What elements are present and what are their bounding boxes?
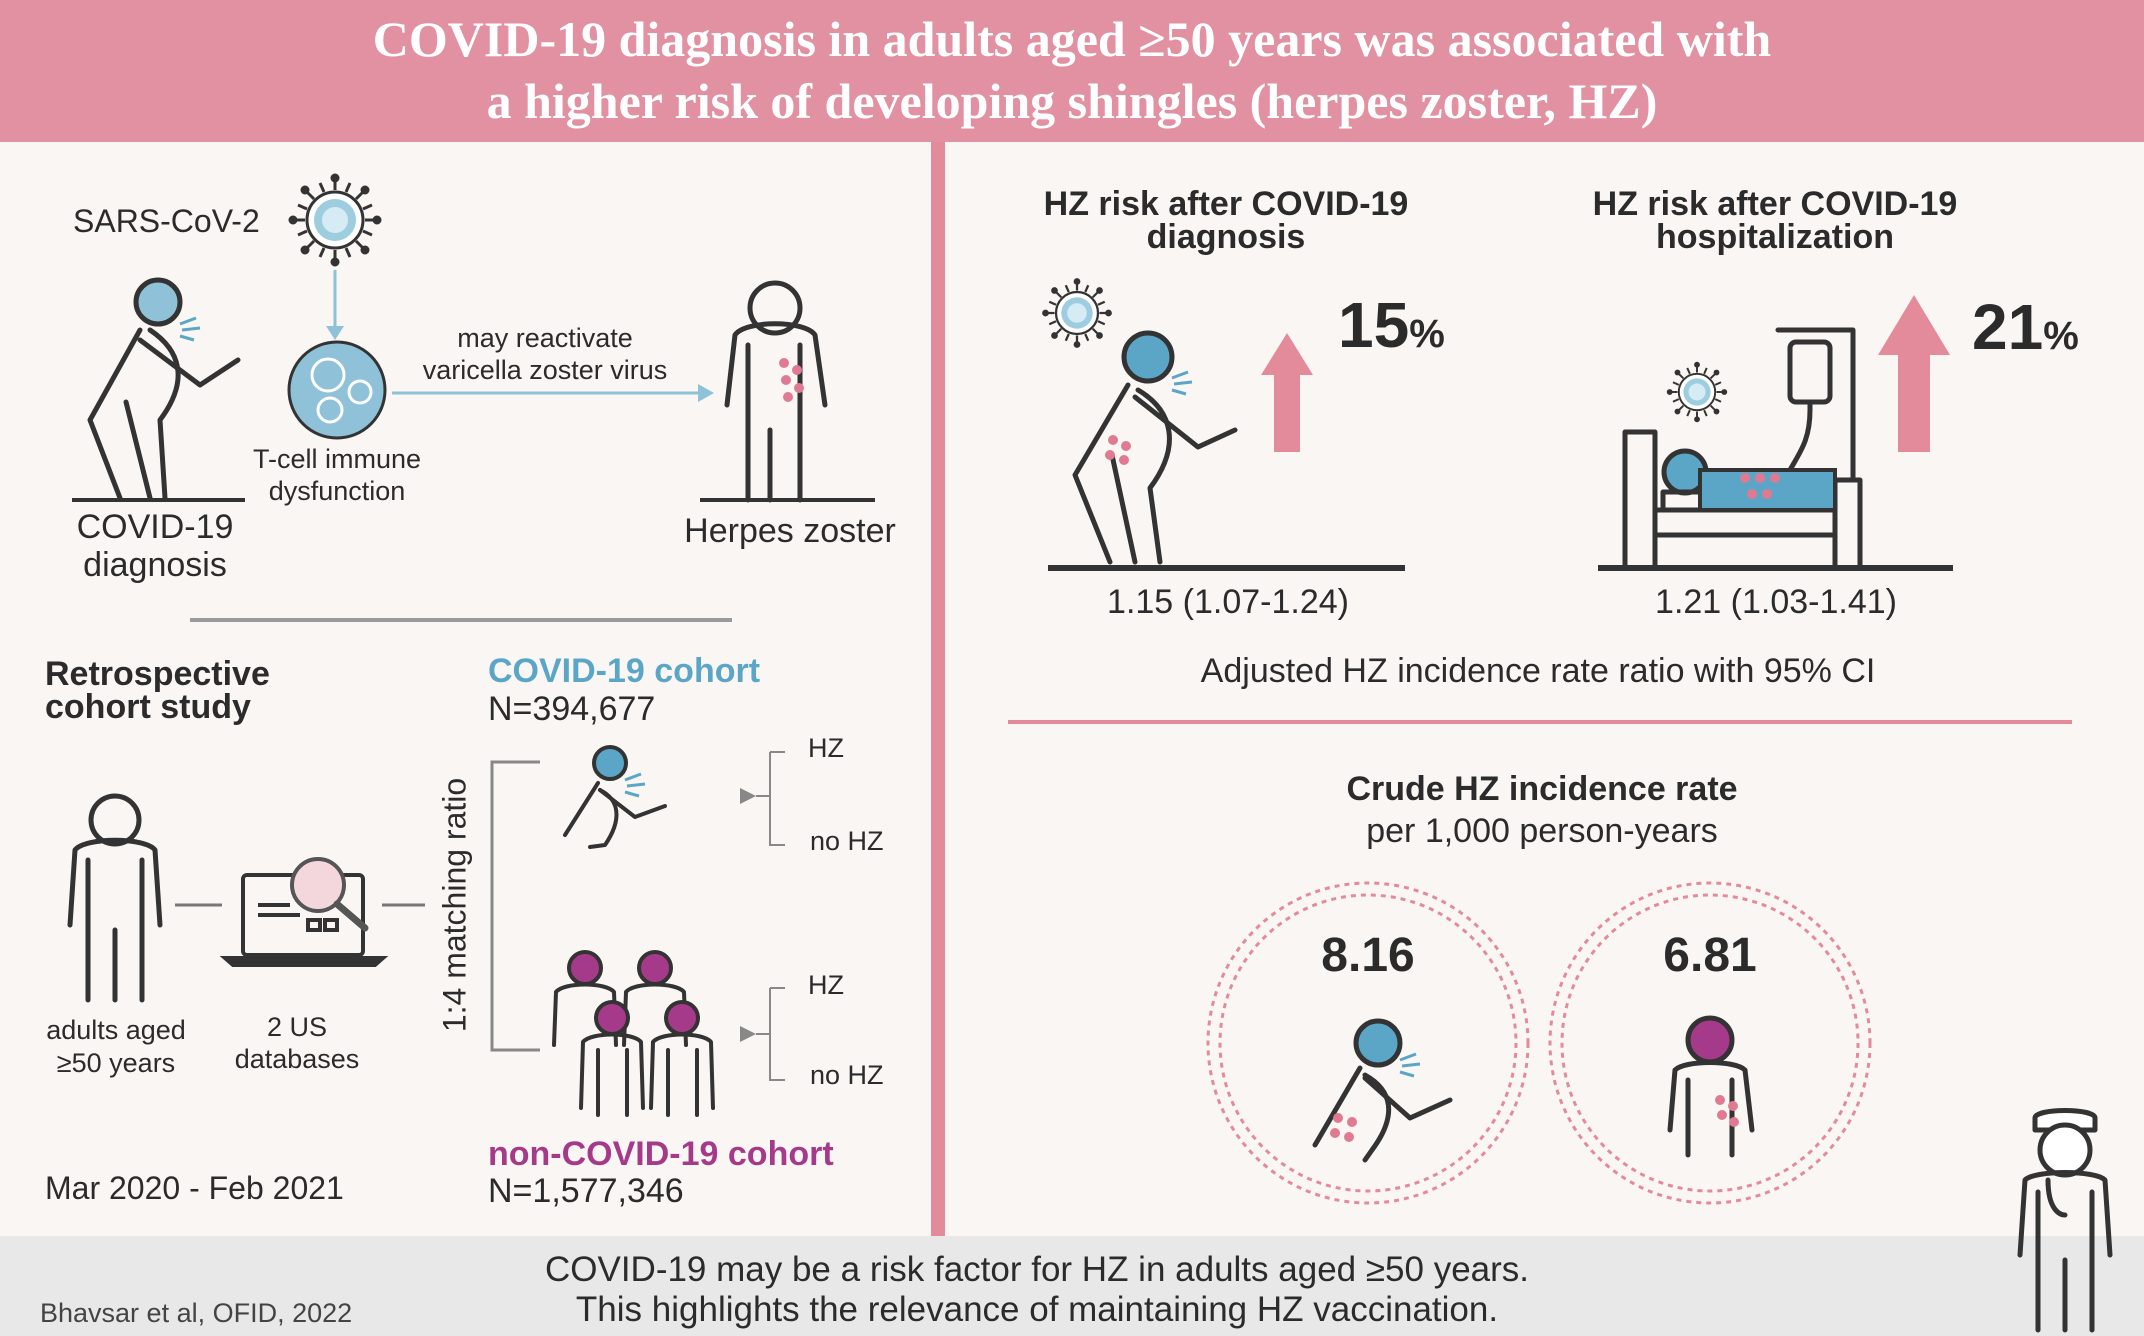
crude-subtitle: per 1,000 person-years (1366, 812, 1718, 850)
covid-cohort-person-icon (563, 745, 667, 849)
matching-ratio-label: 1:4 matching ratio (436, 777, 473, 1033)
covid-cohort-n: N=394,677 (488, 690, 656, 728)
covid-diagnosis-label-1: COVID-19 (76, 508, 234, 546)
study-period: Mar 2020 - Feb 2021 (45, 1170, 344, 1206)
databases-label-2: databases (234, 1044, 360, 1074)
noncovid-incidence-circle (1548, 881, 1872, 1205)
header-title-line-1: COVID-19 diagnosis in adults aged ≥50 ye… (372, 11, 1772, 67)
adults-label-1: adults aged (46, 1015, 186, 1045)
ci-caption: Adjusted HZ incidence rate ratio with 95… (1200, 652, 1876, 690)
citation: Bhavsar et al, OFID, 2022 (40, 1298, 353, 1328)
doctor-icon (2017, 1108, 2113, 1333)
hosp-ci: 1.21 (1.03-1.41) (1655, 583, 1897, 621)
databases-label-1: 2 US (266, 1012, 328, 1042)
hosp-risk-title-2: hospitalization (1656, 218, 1894, 256)
covid-person-rash-icon (1312, 1018, 1453, 1163)
noncovid-person-rash-icon (1667, 1015, 1755, 1158)
arrow-up-15-icon (1261, 333, 1313, 452)
noncovid-cohort-name: non-COVID-19 cohort (488, 1135, 834, 1173)
outcome-fork-covid (740, 751, 785, 846)
arrow-up-21-icon (1878, 295, 1950, 452)
study-title-2: cohort study (45, 688, 251, 726)
virus-icon-hospitalization (1666, 361, 1728, 423)
tcell-label-1: T-cell immune (252, 444, 422, 474)
magnifier-icon (290, 857, 369, 932)
diag-risk-percent: 15% (1338, 289, 1445, 361)
t-cell-icon (287, 340, 387, 440)
diag-risk-title-1: HZ risk after COVID-19 (1043, 185, 1409, 223)
header-title-line-2: a higher risk of developing shingles (he… (486, 73, 1658, 129)
hosp-risk-percent: 21% (1972, 291, 2079, 363)
adults-label-2: ≥50 years (56, 1048, 176, 1078)
rash-icon (779, 358, 804, 402)
vertical-divider (931, 142, 945, 1236)
conclusion-line-1: COVID-19 may be a risk factor for HZ in … (544, 1250, 1530, 1289)
covid-no-hz-outcome: no HZ (810, 826, 884, 856)
hospital-bed-icon (1622, 327, 1863, 568)
virus-label: SARS-CoV-2 (73, 203, 260, 239)
covid-incidence-circle (1206, 881, 1530, 1205)
noncovid-hz-outcome: HZ (808, 970, 844, 1000)
sars-cov-2-virus-icon (288, 173, 382, 267)
noncovid-no-hz-outcome: no HZ (810, 1060, 884, 1090)
noncovid-crude-value: 6.81 (1663, 929, 1757, 982)
covid-diagnosis-label-2: diagnosis (83, 546, 227, 584)
coughing-person-rash-icon (1072, 330, 1238, 565)
coughing-person-icon (87, 277, 241, 501)
covid-crude-value: 8.16 (1321, 929, 1415, 982)
hosp-risk-title-1: HZ risk after COVID-19 (1592, 185, 1958, 223)
footer-band (0, 1236, 2144, 1336)
outcome-fork-noncovid (740, 987, 785, 1081)
conclusion-line-2: This highlights the relevance of maintai… (575, 1290, 1499, 1329)
reactivate-label-2: varicella zoster virus (422, 355, 668, 385)
diag-risk-title-2: diagnosis (1146, 218, 1306, 256)
covid-cohort-name: COVID-19 cohort (488, 652, 761, 690)
tcell-label-2: dysfunction (268, 476, 406, 506)
noncovid-cohort-n: N=1,577,346 (488, 1172, 684, 1210)
adult-person-icon (67, 793, 163, 1003)
virus-icon-diagnosis (1042, 278, 1112, 348)
crude-title: Crude HZ incidence rate (1346, 770, 1738, 808)
page-header: COVID-19 diagnosis in adults aged ≥50 ye… (0, 0, 2144, 142)
cohort-bracket (490, 760, 540, 1052)
noncovid-cohort-group-icon (552, 950, 715, 1117)
study-title-1: Retrospective (45, 655, 270, 693)
diag-ci: 1.15 (1.07-1.24) (1107, 583, 1349, 621)
covid-hz-outcome: HZ (808, 733, 844, 763)
herpes-zoster-person-icon (724, 280, 828, 503)
herpes-zoster-label: Herpes zoster (684, 512, 896, 550)
reactivate-label-1: may reactivate (457, 323, 633, 353)
